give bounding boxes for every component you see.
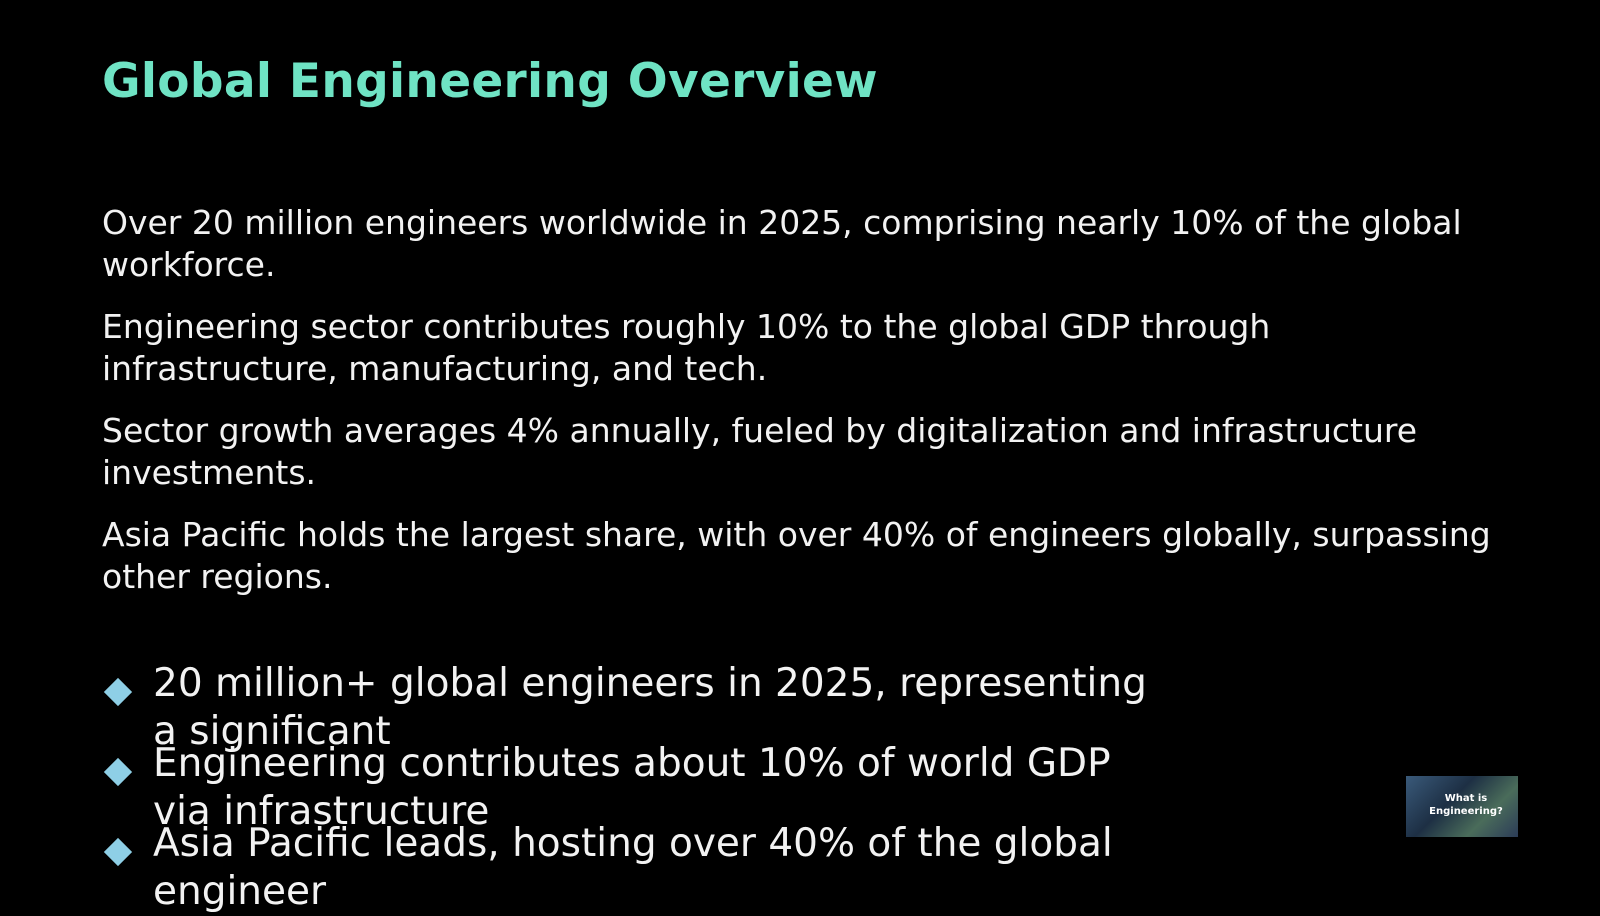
bullet-text: Engineering contributes about 10% of wor… <box>153 741 1111 834</box>
bullet-icon <box>103 677 133 707</box>
paragraph: Asia Pacific holds the largest share, wi… <box>102 515 1491 596</box>
paragraph: Sector growth averages 4% annually, fuel… <box>102 411 1418 492</box>
bullet-text: 20 million+ global engineers in 2025, re… <box>153 661 1147 754</box>
bullet-item: 20 million+ global engineers in 2025, re… <box>102 660 1202 754</box>
bullet-icon <box>103 837 133 867</box>
bullet-item: Asia Pacific leads, hosting over 40% of … <box>102 820 1202 914</box>
video-thumbnail[interactable]: What is Engineering? <box>1406 776 1518 837</box>
bullet-item: Engineering contributes about 10% of wor… <box>102 740 1202 834</box>
thumbnail-label: What is Engineering? <box>1429 793 1503 817</box>
paragraph: Engineering sector contributes roughly 1… <box>102 307 1271 388</box>
paragraph: Over 20 million engineers worldwide in 2… <box>102 203 1462 284</box>
bullet-icon <box>103 757 133 787</box>
slide-title: Global Engineering Overview <box>102 54 878 109</box>
bullet-list: 20 million+ global engineers in 2025, re… <box>102 660 1202 914</box>
bullet-text: Asia Pacific leads, hosting over 40% of … <box>153 821 1113 914</box>
paragraphs: Over 20 million engineers worldwide in 2… <box>102 202 1502 618</box>
